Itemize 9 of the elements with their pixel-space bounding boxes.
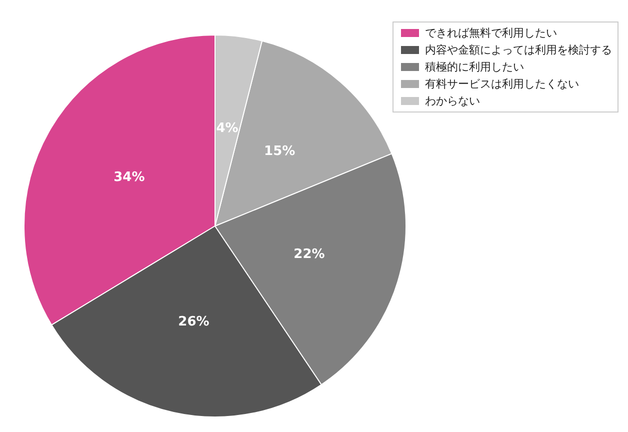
legend-label: 積極的に利用したい xyxy=(425,60,524,74)
legend-label: 内容や金額によっては利用を検討する xyxy=(425,44,612,56)
data-label: 22% xyxy=(294,247,325,262)
legend-label: わからない xyxy=(425,94,480,108)
data-label: 34% xyxy=(114,170,145,186)
data-label: 15% xyxy=(264,144,296,160)
data-label: 26% xyxy=(178,314,210,330)
legend-label: できれば無料で利用したい xyxy=(425,26,557,40)
legend-label: 有料サービスは利用したくない xyxy=(425,78,579,90)
